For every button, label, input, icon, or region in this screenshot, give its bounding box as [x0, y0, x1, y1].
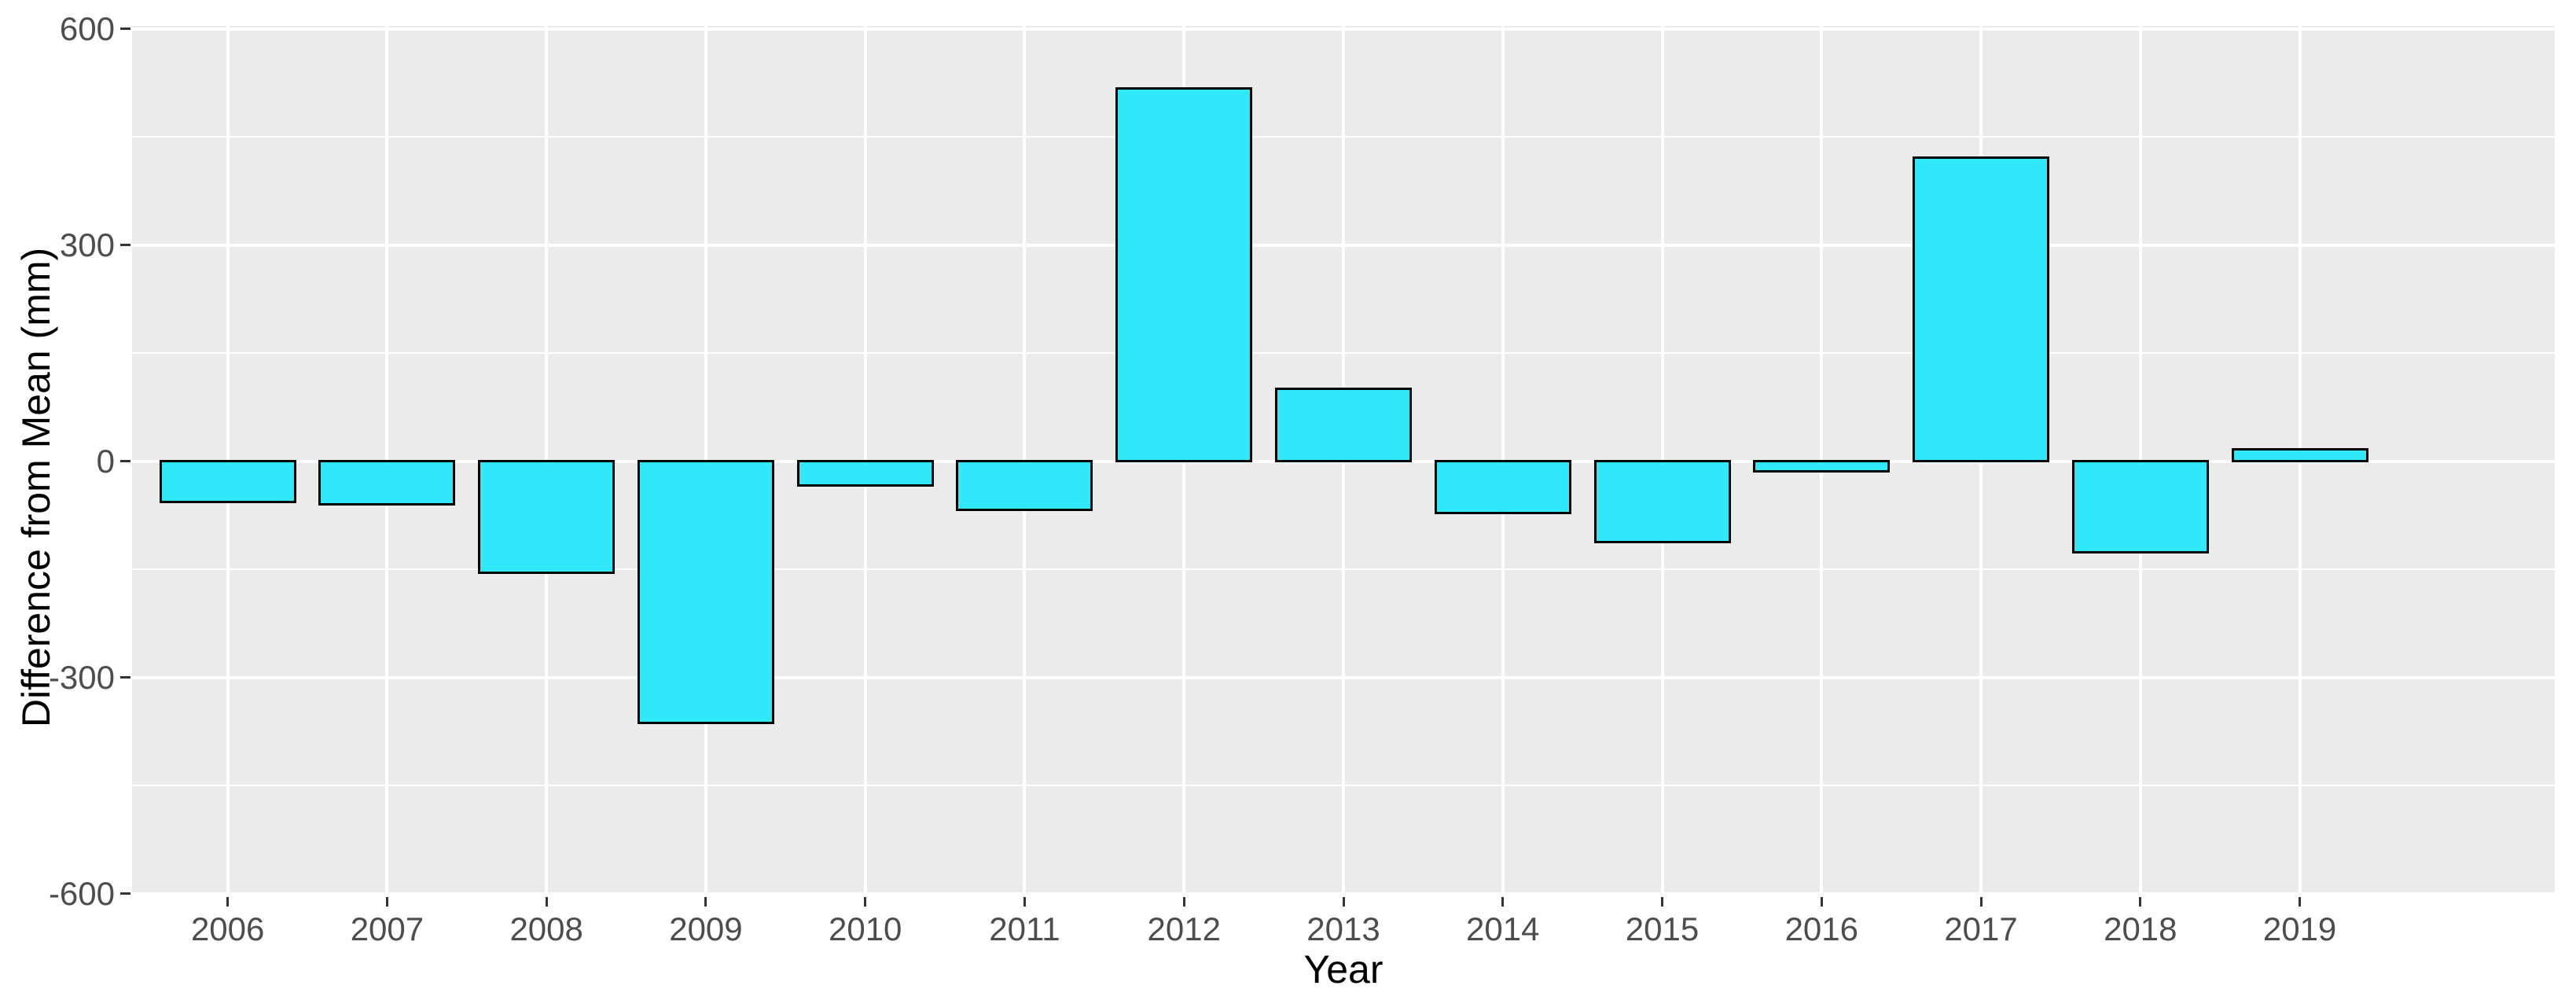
bar-2011: [956, 460, 1093, 512]
bar-2014: [1434, 460, 1571, 514]
x-tick-label: 2017: [1944, 910, 2018, 947]
x-tick-label: 2008: [509, 910, 583, 947]
x-tick-label: 2015: [1625, 910, 1700, 947]
x-tick-label: 2010: [828, 910, 902, 947]
y-axis-tick: [120, 460, 130, 462]
y-tick-label: -600: [48, 874, 115, 912]
x-axis-tick: [1979, 897, 1983, 907]
bar-2006: [159, 460, 296, 504]
x-tick-label: 2012: [1147, 910, 1221, 947]
bar-2013: [1275, 388, 1412, 462]
x-tick-label: 2007: [350, 910, 424, 947]
x-axis-tick: [2139, 897, 2142, 907]
x-tick-label: 2019: [2262, 910, 2337, 947]
x-tick-label: 2011: [989, 910, 1060, 947]
y-tick-label: 0: [96, 442, 115, 480]
bar-2009: [637, 460, 774, 724]
x-axis-tick: [1023, 897, 1026, 907]
y-tick-label: 600: [59, 9, 115, 47]
y-axis-tick: [120, 28, 130, 30]
x-tick-label: 2016: [1784, 910, 1858, 947]
bar-2019: [2231, 448, 2368, 462]
x-axis-title: Year: [1303, 947, 1384, 991]
x-axis-tick: [226, 897, 230, 907]
bar-2012: [1115, 87, 1253, 462]
bar-2010: [796, 460, 934, 487]
x-axis-tick: [2299, 897, 2302, 907]
x-axis-tick: [1342, 897, 1345, 907]
x-tick-label: 2014: [1466, 910, 1540, 947]
y-tick-label: -300: [48, 658, 115, 696]
x-axis-tick: [385, 897, 388, 907]
x-axis-tick: [704, 897, 707, 907]
bar-2016: [1753, 460, 1891, 473]
y-axis-tick: [120, 892, 130, 895]
x-axis-tick: [1501, 897, 1505, 907]
x-tick-label: 2013: [1306, 910, 1380, 947]
y-axis-tick: [120, 676, 130, 679]
x-tick-label: 2006: [190, 910, 265, 947]
x-axis-tick: [1661, 897, 1664, 907]
x-tick-label: 2009: [669, 910, 743, 947]
bar-2017: [1913, 156, 2050, 462]
x-axis-tick: [864, 897, 867, 907]
y-axis-tick: [120, 244, 130, 246]
x-axis-tick: [545, 897, 548, 907]
bar-2015: [1593, 460, 1731, 543]
y-tick-label: 300: [59, 226, 115, 263]
y-axis-title: Difference from Mean (mm): [14, 247, 58, 728]
bar-2008: [478, 460, 616, 575]
plot-panel: [132, 26, 2555, 896]
bar-2007: [318, 460, 456, 506]
x-tick-label: 2018: [2104, 910, 2177, 947]
x-axis-tick: [1182, 897, 1185, 907]
bar-2018: [2071, 460, 2209, 553]
x-axis-tick: [1820, 897, 1823, 907]
